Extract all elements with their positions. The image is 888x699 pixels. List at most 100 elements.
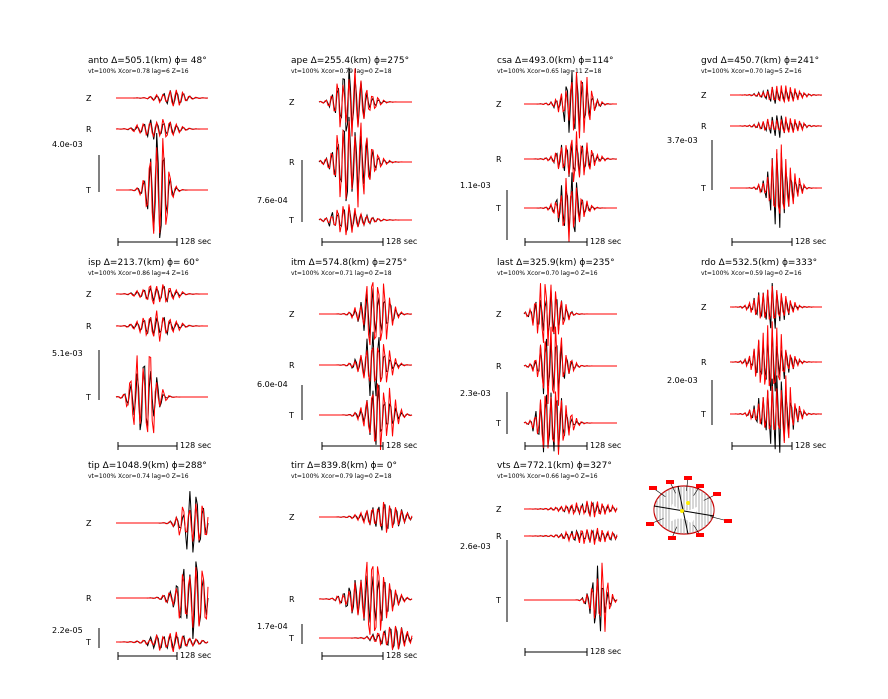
component-label-Z: Z: [701, 91, 707, 100]
synthetic-trace-T: [116, 631, 209, 653]
amplitude-label: 2.6e-03: [460, 542, 491, 551]
synthetic-trace-R: [730, 321, 822, 387]
station-fit-stats: vt=100% Xcor=0.79 lag=0 Z=18: [291, 473, 392, 480]
station-panel-isp: isp Δ=213.7(km) ϕ= 60° vt=100% Xcor=0.86 …: [52, 258, 211, 450]
synthetic-trace-R: [115, 119, 208, 139]
synthetic-trace-T: [524, 562, 618, 632]
station-marker: [696, 484, 704, 488]
station-title: isp Δ=213.7(km) ϕ= 60°: [88, 258, 199, 268]
beachball-compressional-quadrant: [654, 486, 714, 534]
station-marker: [649, 486, 657, 490]
component-label-R: R: [289, 158, 295, 167]
station-fit-stats: vt=100% Xcor=0.71 lag=0 Z=18: [291, 270, 392, 277]
focal-mechanism-beachball: [646, 476, 732, 540]
component-label-Z: Z: [496, 505, 502, 514]
synthetic-trace-R: [524, 527, 618, 545]
synthetic-trace-Z: [318, 68, 412, 137]
observed-trace-T: [115, 365, 208, 431]
station-marker: [646, 522, 654, 526]
synthetic-trace-Z: [116, 89, 209, 107]
time-scale-label: 128 sec: [795, 441, 826, 450]
station-panel-tirr: tirr Δ=839.8(km) ϕ= 0° vt=100% Xcor=0.79 …: [257, 461, 417, 660]
amplitude-label: 3.7e-03: [667, 136, 698, 145]
station-fit-stats: vt=100% Xcor=0.70 lag=0 Z=16: [497, 270, 598, 277]
station-panel-csa: csa Δ=493.0(km) ϕ=114° vt=100% Xcor=0.65 …: [460, 56, 621, 246]
component-label-T: T: [495, 419, 501, 428]
t-axis-marker: [686, 501, 690, 505]
station-marker: [724, 519, 732, 523]
synthetic-trace-T: [318, 204, 412, 236]
time-scale-label: 128 sec: [590, 441, 621, 450]
component-label-R: R: [496, 362, 502, 371]
time-scale-label: 128 sec: [180, 237, 211, 246]
component-label-Z: Z: [289, 310, 295, 319]
component-label-T: T: [700, 184, 706, 193]
component-label-R: R: [701, 358, 707, 367]
component-label-R: R: [86, 322, 92, 331]
component-label-Z: Z: [86, 519, 92, 528]
amplitude-label: 4.0e-03: [52, 140, 83, 149]
station-panel-itm: itm Δ=574.8(km) ϕ=275° vt=100% Xcor=0.71 …: [257, 258, 417, 451]
synthetic-trace-Z: [524, 71, 617, 139]
component-label-R: R: [86, 125, 92, 134]
component-label-T: T: [85, 638, 91, 647]
synthetic-trace-T: [730, 144, 822, 214]
synthetic-trace-T: [319, 383, 413, 451]
synthetic-trace-T: [319, 625, 413, 650]
time-scale-label: 128 sec: [180, 651, 211, 660]
p-axis-marker: [680, 509, 684, 513]
synthetic-trace-R: [116, 567, 209, 628]
station-title: ape Δ=255.4(km) ϕ=275°: [291, 56, 409, 66]
station-panel-tip: tip Δ=1048.9(km) ϕ=288° vt=100% Xcor=0.74…: [52, 461, 211, 660]
station-marker: [668, 536, 676, 540]
component-label-Z: Z: [701, 303, 707, 312]
amplitude-label: 1.7e-04: [257, 622, 288, 631]
amplitude-label: 2.0e-03: [667, 376, 698, 385]
station-marker: [696, 533, 704, 537]
synthetic-trace-T: [115, 355, 208, 434]
station-title: csa Δ=493.0(km) ϕ=114°: [497, 56, 614, 66]
synthetic-trace-Z: [730, 285, 822, 320]
component-label-R: R: [289, 595, 295, 604]
station-title: itm Δ=574.8(km) ϕ=275°: [291, 258, 407, 268]
station-title: tip Δ=1048.9(km) ϕ=288°: [88, 461, 207, 471]
station-title: gvd Δ=450.7(km) ϕ=241°: [701, 56, 819, 66]
synthetic-trace-Z: [115, 284, 208, 305]
station-fit-stats: vt=100% Xcor=0.79 lag=0 Z=18: [291, 68, 392, 75]
station-title: anto Δ=505.1(km) ϕ= 48°: [88, 56, 207, 66]
synthetic-trace-R: [524, 131, 618, 182]
station-panel-anto: anto Δ=505.1(km) ϕ= 48° vt=100% Xcor=0.78…: [52, 56, 211, 246]
station-marker: [666, 480, 674, 484]
station-panel-rdo: rdo Δ=532.5(km) ϕ=333° vt=100% Xcor=0.59 …: [667, 258, 826, 453]
station-ray: [686, 477, 689, 491]
component-label-Z: Z: [289, 98, 295, 107]
time-scale-label: 128 sec: [386, 441, 417, 450]
time-scale-label: 128 sec: [590, 237, 621, 246]
time-scale-label: 128 sec: [386, 237, 417, 246]
component-label-R: R: [86, 594, 92, 603]
amplitude-label: 7.6e-04: [257, 196, 288, 205]
station-title: vts Δ=772.1(km) ϕ=327°: [497, 461, 612, 471]
amplitude-label: 2.2e-05: [52, 626, 83, 635]
component-label-Z: Z: [86, 94, 92, 103]
station-fit-stats: vt=100% Xcor=0.86 lag=4 Z=16: [88, 270, 189, 277]
station-title: tirr Δ=839.8(km) ϕ= 0°: [291, 461, 397, 471]
component-label-Z: Z: [496, 310, 502, 319]
amplitude-label: 2.3e-03: [460, 389, 491, 398]
station-fit-stats: vt=100% Xcor=0.66 lag=0 Z=16: [497, 473, 598, 480]
station-title: last Δ=325.9(km) ϕ=235°: [497, 258, 615, 268]
synthetic-trace-T: [523, 391, 617, 455]
time-scale-label: 128 sec: [795, 237, 826, 246]
station-fit-stats: vt=100% Xcor=0.70 lag=5 Z=16: [701, 68, 802, 75]
station-fit-stats: vt=100% Xcor=0.59 lag=0 Z=16: [701, 270, 802, 277]
synthetic-trace-T: [116, 138, 208, 234]
synthetic-trace-T: [730, 375, 823, 444]
station-panel-last: last Δ=325.9(km) ϕ=235° vt=100% Xcor=0.70…: [460, 258, 621, 455]
station-marker: [713, 492, 721, 496]
synthetic-trace-R: [319, 344, 413, 383]
component-label-T: T: [495, 204, 501, 213]
synthetic-trace-T: [524, 177, 617, 243]
station-panels: anto Δ=505.1(km) ϕ= 48° vt=100% Xcor=0.78…: [52, 56, 826, 660]
synthetic-trace-Z: [524, 500, 618, 518]
